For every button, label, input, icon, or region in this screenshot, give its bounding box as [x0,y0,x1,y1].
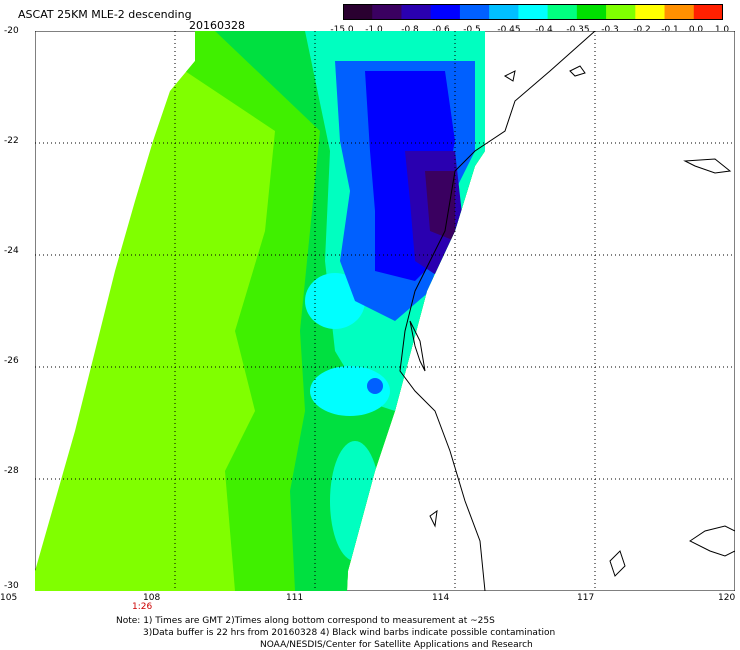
color-swatch [693,4,724,20]
map-panel [34,30,736,592]
lon-label: 120 [718,593,736,603]
product-date: 20160328 [189,19,245,32]
cbar-label: -0.3 [601,25,619,35]
color-scale-labels: -15.0 -1.0 -0.8 -0.6 -0.5 -0.45 -0.4 -0.… [326,25,730,37]
cbar-label: -0.8 [401,25,419,35]
footer-credit: NOAA/NESDIS/Center for Satellite Applica… [260,640,533,650]
cbar-label: -15.0 [330,25,354,35]
cbar-label: 0.0 [688,25,704,35]
map-canvas [34,30,736,592]
cbar-label: -0.35 [566,25,590,35]
product-title: ASCAT 25KM MLE-2 descending [18,8,192,21]
color-swatch [343,4,373,20]
lat-label: -22 [4,136,19,146]
cbar-label: -0.5 [463,25,481,35]
color-swatch [518,4,549,20]
lon-label: 117 [577,593,595,603]
color-swatch [372,4,402,20]
cbar-label: -0.45 [497,25,521,35]
lat-label: -30 [4,581,19,591]
color-swatch [576,4,607,20]
footer-note-1: Note: 1) Times are GMT 2)Times along bot… [116,616,495,626]
color-swatch [489,4,519,20]
lon-label: 111 [286,593,304,603]
color-scale-swatches [343,4,724,20]
color-swatch [547,4,578,20]
color-swatch [459,4,490,20]
pass-time-label: 1:26 [132,602,153,612]
color-swatch [430,4,461,20]
color-swatch [635,4,666,20]
color-swatch [664,4,695,20]
lat-label: -26 [4,356,19,366]
lat-label: -28 [4,466,19,476]
color-swatch [606,4,636,20]
cbar-label: -0.1 [661,25,679,35]
lon-label: 114 [432,593,450,603]
lat-label: -20 [4,26,19,36]
color-scale-border [343,4,723,20]
cbar-label: -0.2 [633,25,651,35]
footer-note-2: 3)Data buffer is 22 hrs from 20160328 4)… [143,628,556,638]
color-swatch [401,4,432,20]
lon-label: 105 [0,593,18,603]
cbar-label: -1.0 [365,25,383,35]
cbar-label: -0.4 [535,25,553,35]
coastline [399,30,736,592]
color-scale-bar [343,4,724,20]
lat-lon-grid [35,31,735,591]
cbar-label: -0.6 [432,25,450,35]
cbar-label: 1.0 [714,25,730,35]
lat-label: -24 [4,246,19,256]
lon-label: 108 [143,593,161,603]
